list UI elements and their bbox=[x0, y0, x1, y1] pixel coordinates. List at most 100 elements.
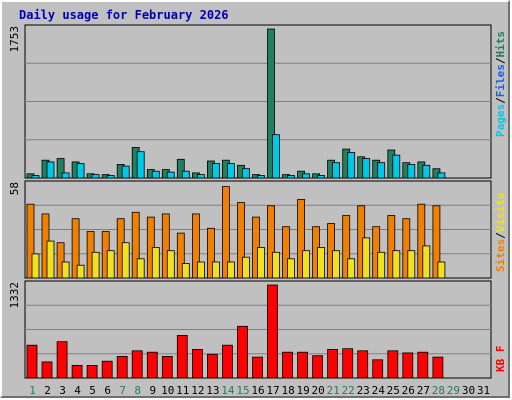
top-ymax-label: 1753 bbox=[8, 26, 21, 53]
x-tick-day-24: 24 bbox=[372, 384, 386, 397]
bar-pages-day-24 bbox=[377, 162, 386, 179]
x-tick-day-10: 10 bbox=[161, 384, 174, 397]
bar-kb-f-day-5 bbox=[86, 364, 98, 379]
bar-visits-day-17 bbox=[272, 251, 280, 279]
bar-visits-day-25 bbox=[392, 250, 401, 279]
x-tick-day-23: 23 bbox=[357, 384, 370, 397]
bar-sites-day-4 bbox=[71, 218, 80, 279]
bar-kb-f-day-22 bbox=[342, 348, 354, 379]
bar-kb-f-day-14 bbox=[221, 344, 233, 379]
x-tick-day-21: 21 bbox=[327, 384, 340, 397]
bar-hits-day-11 bbox=[176, 158, 185, 179]
legend-kbytes: KB F bbox=[494, 346, 507, 373]
bar-pages-day-15 bbox=[242, 168, 250, 179]
bar-visits-day-4 bbox=[76, 264, 85, 279]
bar-kb-f-day-4 bbox=[71, 364, 83, 379]
x-tick-day-5: 5 bbox=[89, 384, 96, 397]
bar-hits-day-17 bbox=[267, 28, 275, 179]
bar-sites-day-8 bbox=[131, 211, 140, 279]
bar-kb-f-day-21 bbox=[327, 348, 339, 379]
bar-pages-day-9 bbox=[151, 170, 160, 179]
x-tick-day-31: 31 bbox=[477, 384, 490, 397]
bar-kb-f-day-3 bbox=[56, 341, 68, 379]
bar-sites-day-26 bbox=[402, 218, 411, 279]
bar-kb-f-day-9 bbox=[146, 351, 158, 379]
x-tick-day-2: 2 bbox=[44, 384, 51, 397]
bar-pages-day-27 bbox=[422, 164, 431, 179]
bar-sites-day-28 bbox=[432, 205, 441, 279]
chart-title: Daily usage for February 2026 bbox=[19, 8, 229, 22]
bar-sites-day-14 bbox=[221, 186, 230, 279]
bar-visits-day-2 bbox=[46, 240, 55, 279]
bar-pages-day-18 bbox=[287, 175, 295, 179]
bar-kb-f-day-25 bbox=[387, 350, 399, 379]
bar-visits-day-15 bbox=[242, 256, 250, 279]
bar-visits-day-18 bbox=[287, 258, 295, 279]
bar-visits-day-21 bbox=[332, 250, 341, 279]
x-tick-day-27: 27 bbox=[417, 384, 430, 397]
bar-visits-day-27 bbox=[422, 245, 431, 279]
x-tick-day-8: 8 bbox=[134, 384, 141, 397]
x-tick-day-7: 7 bbox=[119, 384, 126, 397]
bar-kb-f-day-8 bbox=[131, 350, 143, 379]
bar-sites-day-19 bbox=[297, 198, 306, 279]
x-tick-day-29: 29 bbox=[447, 384, 460, 397]
x-tick-day-19: 19 bbox=[296, 384, 309, 397]
bar-sites-day-11 bbox=[176, 232, 185, 279]
x-tick-day-15: 15 bbox=[236, 384, 249, 397]
bar-visits-day-14 bbox=[226, 261, 235, 279]
x-tick-day-4: 4 bbox=[74, 384, 81, 397]
bar-kb-f-day-28 bbox=[432, 356, 444, 379]
bar-kb-f-day-13 bbox=[206, 353, 218, 379]
bar-visits-day-1 bbox=[31, 253, 40, 279]
bar-pages-day-7 bbox=[121, 165, 130, 179]
bar-kb-f-day-2 bbox=[41, 361, 53, 379]
bar-pages-day-5 bbox=[91, 174, 100, 179]
bar-visits-day-20 bbox=[317, 247, 326, 279]
bar-visits-day-19 bbox=[302, 250, 311, 279]
bar-pages-day-25 bbox=[392, 154, 401, 179]
bar-sites-day-25 bbox=[387, 215, 396, 279]
x-tick-day-12: 12 bbox=[191, 384, 204, 397]
bar-visits-day-26 bbox=[407, 250, 416, 279]
bar-pages-day-3 bbox=[61, 172, 70, 179]
bar-kb-f-day-19 bbox=[297, 351, 309, 379]
bar-sites-day-13 bbox=[206, 227, 215, 279]
x-tick-day-14: 14 bbox=[221, 384, 235, 397]
bar-pages-day-16 bbox=[257, 175, 265, 179]
bar-kb-f-day-1 bbox=[26, 344, 38, 379]
bar-kb-f-day-10 bbox=[161, 355, 173, 379]
bar-pages-day-8 bbox=[136, 151, 145, 179]
x-tick-day-16: 16 bbox=[251, 384, 264, 397]
x-tick-day-11: 11 bbox=[176, 384, 189, 397]
bar-pages-day-11 bbox=[181, 170, 190, 179]
bar-visits-day-10 bbox=[166, 250, 175, 279]
bar-kb-f-day-26 bbox=[402, 352, 414, 379]
bar-pages-day-21 bbox=[332, 162, 341, 179]
bar-pages-day-12 bbox=[196, 174, 205, 179]
bar-sites-day-10 bbox=[161, 213, 170, 279]
bar-pages-day-26 bbox=[407, 163, 416, 179]
bar-pages-day-20 bbox=[317, 175, 326, 179]
bar-visits-day-16 bbox=[257, 247, 265, 279]
bar-pages-day-14 bbox=[226, 163, 235, 179]
x-tick-day-20: 20 bbox=[311, 384, 324, 397]
x-tick-day-17: 17 bbox=[266, 384, 279, 397]
legend-pages-files-hits: Pages/Files/Hits bbox=[494, 31, 507, 137]
bar-visits-day-28 bbox=[437, 261, 446, 279]
bar-kb-f-day-27 bbox=[417, 351, 429, 379]
bar-kb-f-day-6 bbox=[101, 360, 113, 379]
bottom-ymax-label: 1332 bbox=[8, 282, 21, 309]
bar-visits-day-8 bbox=[136, 258, 145, 279]
bar-sites-day-3 bbox=[56, 242, 65, 279]
bar-pages-day-28 bbox=[437, 172, 446, 179]
bar-pages-day-1 bbox=[31, 175, 40, 179]
bar-sites-day-22 bbox=[342, 215, 351, 279]
bar-visits-day-3 bbox=[61, 261, 70, 279]
bar-kb-f-day-24 bbox=[372, 359, 384, 379]
bar-visits-day-11 bbox=[181, 263, 190, 279]
bar-kb-f-day-20 bbox=[312, 355, 324, 379]
middle-ymax-label: 58 bbox=[8, 182, 21, 195]
x-tick-day-22: 22 bbox=[342, 384, 355, 397]
